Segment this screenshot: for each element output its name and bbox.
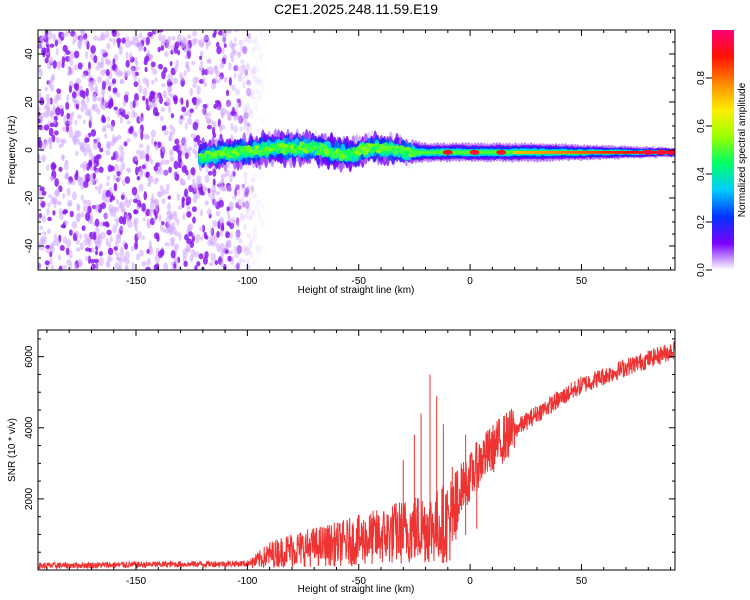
snr-y-label: SNR (10 * v/v) — [7, 418, 18, 482]
spectrogram-hot-spot-core — [667, 151, 674, 154]
figure-title: C2E1.2025.248.11.59.E19 — [274, 1, 438, 17]
snr-x-axis: -150 -100 -50 0 50 — [46, 330, 672, 587]
snr-x-tick-label: -100 — [237, 576, 257, 587]
colorbar-ticks: 0.0 0.2 0.4 0.6 0.8 — [696, 71, 712, 277]
spectrogram-y-label: Frequency (Hz) — [7, 116, 18, 185]
snr-y-tick-label: 6000 — [24, 345, 35, 368]
spectrogram-hot-spot-core — [471, 151, 478, 154]
spectrogram-hot-spots — [442, 149, 675, 155]
spectrogram-x-tick-label: -50 — [352, 276, 367, 287]
spectrogram-panel: -150 -100 -50 0 50 -40 -20 0 20 40 Height of str… — [7, 29, 676, 296]
spectrogram-hot-spot-core — [658, 151, 665, 154]
spectrogram-x-tick-label: -150 — [126, 276, 146, 287]
spectrogram-y-axis: -40 -20 0 20 40 — [24, 29, 675, 271]
colorbar-gradient — [712, 30, 734, 270]
snr-x-label: Height of straight line (km) — [298, 584, 415, 595]
spectrogram-hot-spot-core — [444, 151, 451, 154]
colorbar-tick-label: 0.2 — [696, 215, 707, 229]
spectrogram-signal-band — [197, 128, 675, 174]
spectrogram-y-tick-label: -40 — [24, 238, 35, 253]
snr-panel: -150 -100 -50 0 50 2000 4000 6000 Height of st… — [7, 329, 676, 595]
colorbar: 0.0 0.2 0.4 0.6 0.8 Normalized spectral ampl… — [696, 30, 748, 277]
spectrogram-x-label: Height of straight line (km) — [298, 285, 415, 296]
spectrogram-x-tick-label: 50 — [576, 276, 588, 287]
colorbar-tick-label: 0.6 — [696, 119, 707, 133]
snr-plot-area — [38, 341, 675, 570]
spectrogram-y-tick-label: 0 — [24, 147, 35, 153]
spectrogram-y-tick-label: 20 — [24, 96, 35, 108]
spectrogram-hot-spot-core — [498, 151, 505, 154]
spectrogram-y-tick-label: -20 — [24, 190, 35, 205]
spectrogram-x-tick-label: 0 — [467, 276, 473, 287]
snr-y-tick-label: 4000 — [24, 416, 35, 439]
snr-x-tick-label: -150 — [126, 576, 146, 587]
spectrogram-x-tick-label: -100 — [237, 276, 257, 287]
colorbar-tick-label: 0.4 — [696, 167, 707, 181]
snr-x-tick-label: 0 — [467, 576, 473, 587]
colorbar-tick-label: 0.0 — [696, 263, 707, 277]
snr-x-tick-label: 50 — [576, 576, 588, 587]
snr-x-tick-label: -50 — [352, 576, 367, 587]
colorbar-tick-label: 0.8 — [696, 71, 707, 85]
colorbar-label: Normalized spectral amplitude — [737, 82, 748, 217]
spectrogram-y-tick-label: 40 — [24, 48, 35, 60]
spectrogram-hot-spot-core — [645, 151, 652, 154]
snr-frame — [37, 329, 676, 571]
snr-y-tick-label: 2000 — [24, 487, 35, 510]
snr-series-line — [38, 341, 675, 570]
snr-spikes — [402, 374, 478, 549]
spectrogram-x-axis: -150 -100 -50 0 50 — [46, 30, 672, 287]
spectrogram-noise — [38, 30, 265, 270]
spectrogram-plot-area — [38, 30, 675, 270]
snr-y-axis: 2000 4000 6000 — [24, 338, 675, 553]
